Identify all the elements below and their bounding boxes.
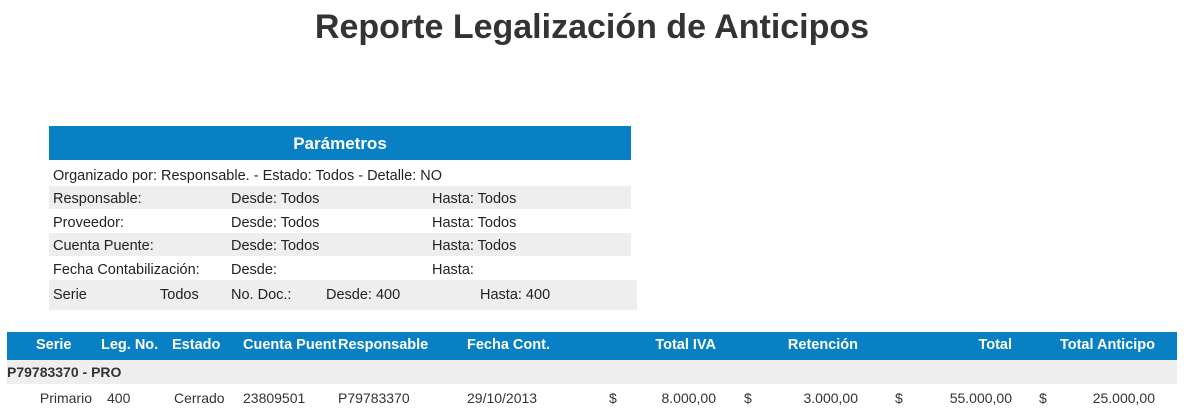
param-value: Desde: Todos [231, 214, 320, 231]
table-cell: $ [609, 390, 617, 406]
organized-by: Organizado por: Responsable. - Estado: T… [53, 168, 443, 184]
column-header: Fecha Cont. [467, 337, 550, 353]
param-value: Hasta: Todos [432, 214, 517, 231]
param-label: Responsable: [53, 191, 142, 207]
column-header: Responsable [338, 337, 429, 353]
param-value: Desde: 400 [326, 287, 401, 303]
param-value: Todos [160, 287, 199, 303]
report-title: Reporte Legalización de Anticipos [314, 8, 870, 46]
table-cell: 25.000,00 [1092, 390, 1155, 406]
row-band [49, 280, 637, 310]
table-cell: Cerrado [174, 390, 225, 406]
param-value: Desde: Todos [231, 191, 320, 207]
table-cell: 29/10/2013 [467, 390, 538, 406]
param-label: No. Doc.: [231, 287, 292, 303]
column-header: Estado [172, 337, 221, 353]
column-header: Total Anticipo [1059, 337, 1155, 353]
table-cell: 55.000,00 [949, 390, 1012, 406]
group-band [7, 360, 1177, 384]
table-cell: Primario [39, 390, 92, 406]
parameters-title: Parámetros [293, 134, 387, 153]
param-label: Proveedor: [53, 214, 124, 231]
param-value: Desde: [231, 261, 277, 278]
row-band [49, 186, 631, 209]
table-cell: 8.000,00 [661, 390, 717, 406]
column-header: Retención [787, 337, 858, 353]
table-cell: $ [895, 390, 903, 406]
table-cell: P79783370 [338, 390, 410, 406]
param-label: Cuenta Puente: [53, 238, 154, 254]
param-value: Hasta: Todos [432, 191, 517, 207]
column-header: Cuenta Puent [243, 337, 337, 353]
table-cell: 3.000,00 [803, 390, 859, 406]
column-header: Leg. No. [101, 337, 159, 353]
table-cell: $ [744, 390, 752, 406]
row-band [49, 233, 631, 256]
param-value: Hasta: Todos [432, 238, 517, 254]
param-label: Fecha Contabilización: [53, 261, 200, 278]
parameters-header [49, 126, 631, 160]
table-cell: 400 [107, 390, 131, 406]
param-value: Hasta: [432, 261, 474, 278]
table-header [7, 332, 1177, 360]
param-value: Desde: Todos [231, 238, 320, 254]
column-header: Total IVA [655, 337, 716, 353]
table-cell: 23809501 [243, 390, 306, 406]
param-value: Hasta: 400 [480, 287, 551, 303]
column-header: Total [978, 337, 1012, 353]
param-label: Serie [53, 287, 87, 303]
column-header: Serie [36, 337, 72, 353]
table-cell: $ [1039, 390, 1047, 406]
group-label: P79783370 - PRO [7, 364, 122, 380]
